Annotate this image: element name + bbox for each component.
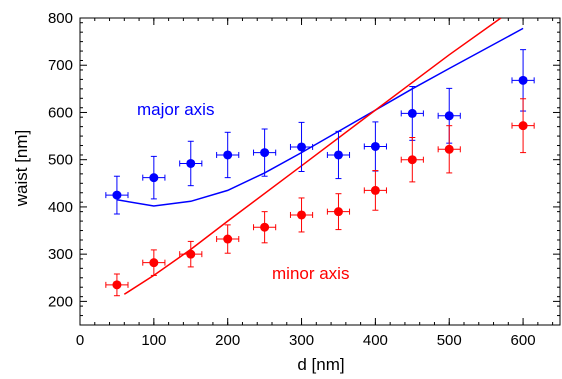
- x-axis-label: d [nm]: [297, 355, 344, 374]
- data-point-minor: [444, 144, 454, 154]
- data-point-minor: [297, 210, 307, 220]
- major-axis-annotation: major axis: [137, 100, 214, 119]
- x-tick-label: 400: [363, 332, 388, 349]
- minor-axis-annotation: minor axis: [272, 264, 349, 283]
- data-points: [105, 49, 535, 297]
- axis-labels: d [nm] waist [nm] major axis minor axis: [12, 100, 349, 374]
- data-point-major: [407, 108, 417, 118]
- x-tick-label: 100: [141, 332, 166, 349]
- x-tick-label: 0: [76, 332, 84, 349]
- y-tick-label: 300: [48, 246, 73, 263]
- data-point-major: [297, 142, 307, 152]
- data-point-minor: [370, 185, 380, 195]
- data-point-minor: [260, 222, 270, 232]
- plot-border: [79, 17, 561, 326]
- data-point-major: [370, 141, 380, 151]
- data-point-minor: [407, 155, 417, 165]
- data-point-major: [223, 150, 233, 160]
- data-point-minor: [112, 280, 122, 290]
- y-tick-label: 200: [48, 293, 73, 310]
- data-point-major: [444, 111, 454, 121]
- model-curve-minor: [123, 18, 502, 295]
- data-point-major: [518, 75, 528, 85]
- plot-frame: [79, 17, 561, 326]
- y-axis-label: waist [nm]: [12, 130, 31, 208]
- data-point-major: [186, 158, 196, 168]
- data-point-minor: [333, 207, 343, 217]
- y-tick-label: 700: [48, 57, 73, 74]
- y-tick-label: 800: [48, 10, 73, 27]
- x-tick-label: 300: [289, 332, 314, 349]
- data-point-minor: [149, 258, 159, 268]
- x-tick-label: 200: [215, 332, 240, 349]
- data-point-major: [149, 173, 159, 183]
- y-tick-label: 400: [48, 199, 73, 216]
- data-point-minor: [518, 121, 528, 131]
- data-point-minor: [223, 234, 233, 244]
- x-tick-label: 500: [437, 332, 462, 349]
- y-tick-label: 600: [48, 104, 73, 121]
- data-point-major: [112, 190, 122, 200]
- data-point-minor: [186, 249, 196, 259]
- axis-ticks: 0 100 200 300 400 500 600 200 300 400 500 600 700 800: [48, 10, 560, 349]
- y-tick-label: 500: [48, 152, 73, 169]
- data-point-major: [333, 150, 343, 160]
- data-point-major: [260, 148, 270, 158]
- x-tick-label: 600: [511, 332, 536, 349]
- model-curves: [116, 18, 524, 295]
